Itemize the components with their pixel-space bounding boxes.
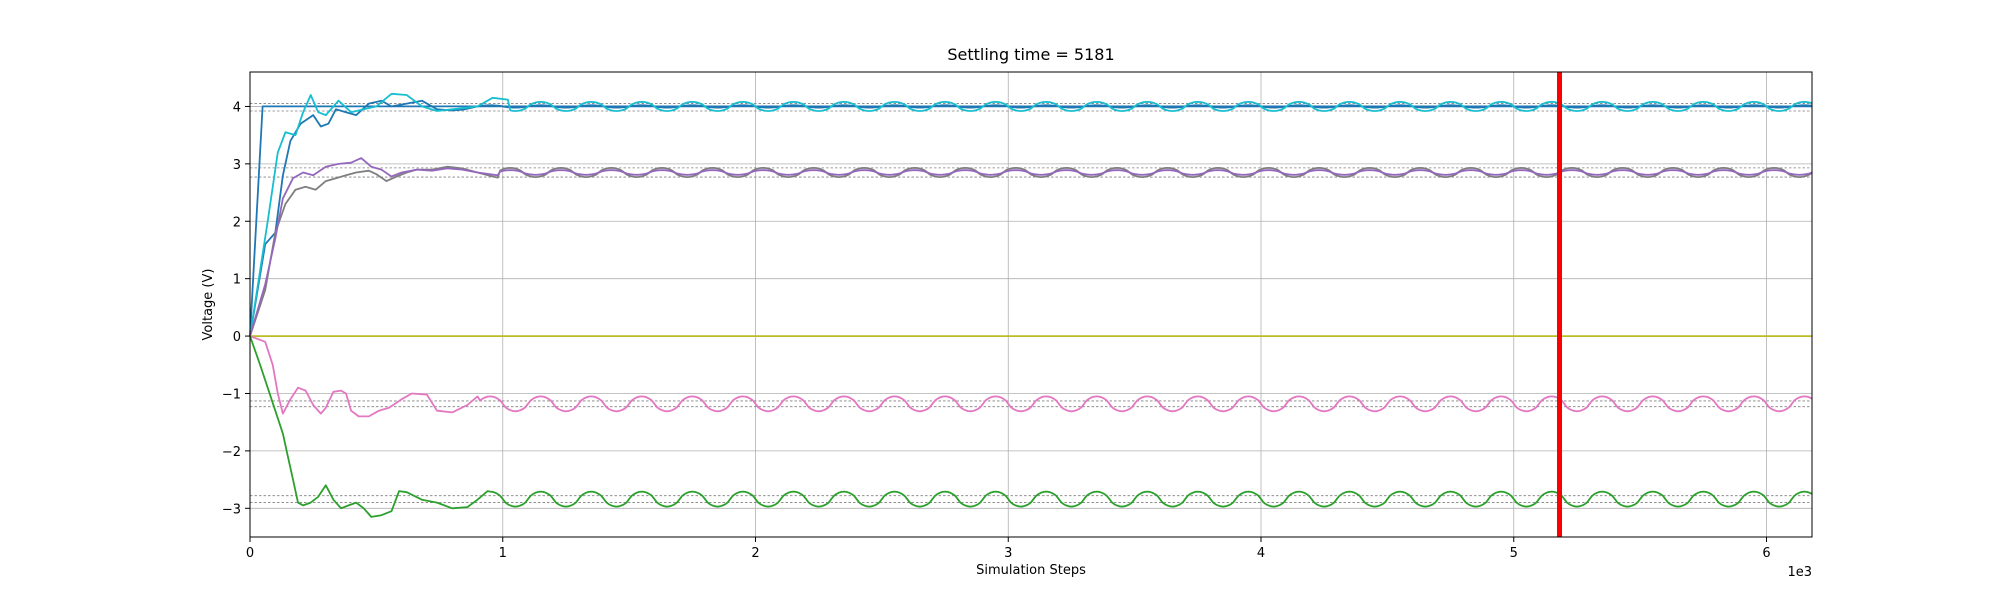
- x-tick-label: 6: [1762, 546, 1770, 561]
- y-tick-label: −3: [222, 502, 241, 517]
- x-tick-label: 0: [246, 546, 254, 561]
- x-tick-label: 5: [1510, 546, 1518, 561]
- y-tick-label: −1: [222, 387, 241, 402]
- axis-ticks: 0 1 2 3 4 5 6 −3 −2 −1 0 1 2 3 4: [222, 100, 1771, 561]
- series-lines: [249, 92, 1813, 518]
- x-axis-scale-note: 1e3: [1787, 565, 1812, 580]
- x-axis-label: Simulation Steps: [976, 563, 1086, 578]
- y-tick-label: 3: [233, 158, 241, 173]
- y-tick-label: 0: [233, 330, 241, 345]
- plot-frame: [249, 71, 1813, 538]
- y-tick-label: 1: [233, 273, 241, 288]
- x-tick-label: 3: [1004, 546, 1012, 561]
- x-tick-label: 2: [751, 546, 759, 561]
- series-line: [249, 335, 1813, 518]
- series-line: [249, 99, 1813, 337]
- y-tick-label: 2: [233, 215, 241, 230]
- series-line: [249, 92, 1813, 337]
- x-tick-label: 1: [499, 546, 507, 561]
- series-line: [249, 335, 1813, 418]
- x-tick-label: 4: [1257, 546, 1265, 561]
- y-axis-label: Voltage (V): [201, 269, 216, 341]
- series-line: [249, 157, 1813, 337]
- grid: [249, 72, 1812, 537]
- series-line: [249, 105, 1812, 337]
- y-tick-label: 4: [233, 100, 241, 115]
- y-tick-label: −2: [222, 445, 241, 460]
- reference-lines: [250, 103, 1812, 503]
- chart-title: Settling time = 5181: [947, 45, 1114, 64]
- series-line: [249, 165, 1813, 337]
